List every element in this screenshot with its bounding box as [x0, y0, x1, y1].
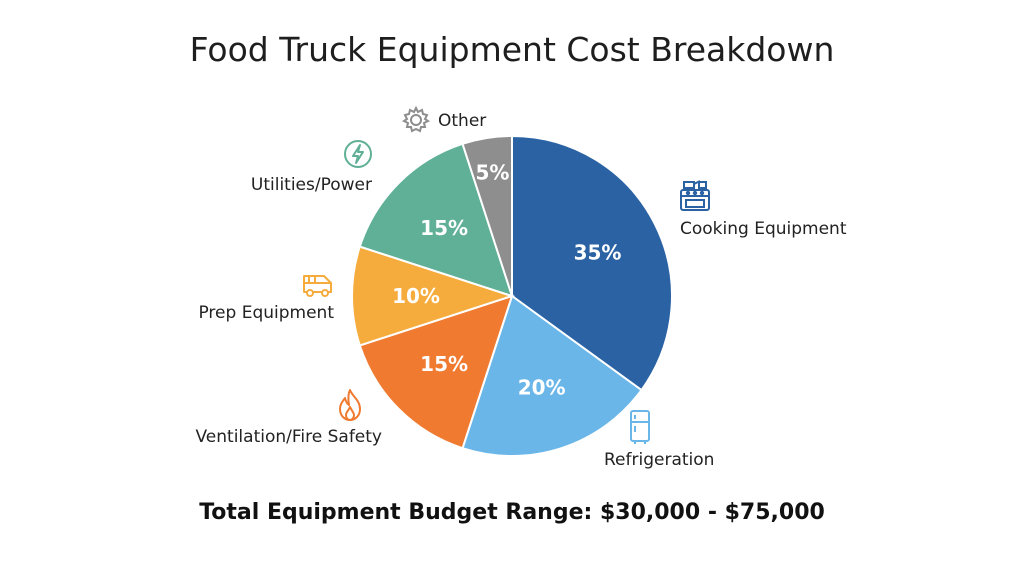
refrigerator-icon [630, 410, 650, 444]
stove-icon [680, 180, 710, 211]
category-label: Ventilation/Fire Safety [196, 427, 383, 447]
lightning-icon [344, 140, 372, 168]
pie-slice [461, 294, 643, 457]
flame-icon [339, 389, 361, 421]
category-label: Refrigeration [604, 450, 714, 470]
pie-slice [351, 245, 516, 347]
slice-value-label: 15% [420, 352, 468, 376]
pie-slice [511, 134, 673, 392]
budget-footnote: Total Equipment Budget Range: $30,000 - … [199, 500, 825, 525]
slice-value-label: 10% [392, 284, 440, 308]
category-label: Cooking Equipment [680, 219, 847, 239]
slice-value-label: 5% [475, 161, 509, 185]
chart-title: Food Truck Equipment Cost Breakdown [189, 30, 835, 69]
van-icon [303, 275, 332, 297]
category-label: Other [438, 111, 486, 131]
slice-value-label: 15% [420, 216, 468, 240]
gear-icon [402, 105, 430, 133]
pie-slice [461, 134, 513, 297]
slice-value-label: 35% [574, 240, 622, 264]
category-label: Utilities/Power [251, 175, 372, 195]
slice-value-label: 20% [518, 375, 566, 399]
category-label: Prep Equipment [198, 303, 334, 323]
